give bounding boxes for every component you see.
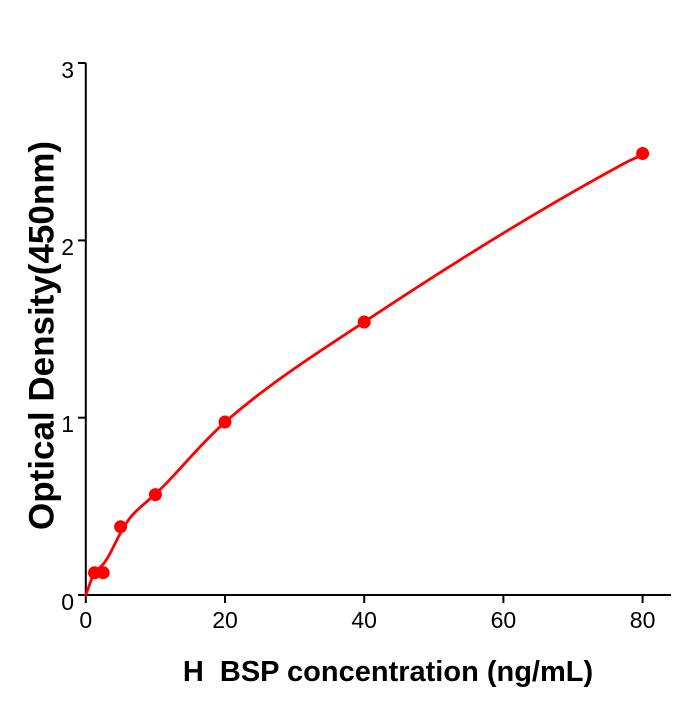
svg-text:20: 20 — [212, 607, 238, 633]
svg-text:40: 40 — [351, 607, 377, 633]
svg-text:3: 3 — [61, 57, 74, 83]
svg-text:60: 60 — [491, 607, 517, 633]
svg-text:0: 0 — [79, 607, 92, 633]
svg-text:0: 0 — [61, 589, 74, 615]
svg-text:80: 80 — [630, 607, 656, 633]
